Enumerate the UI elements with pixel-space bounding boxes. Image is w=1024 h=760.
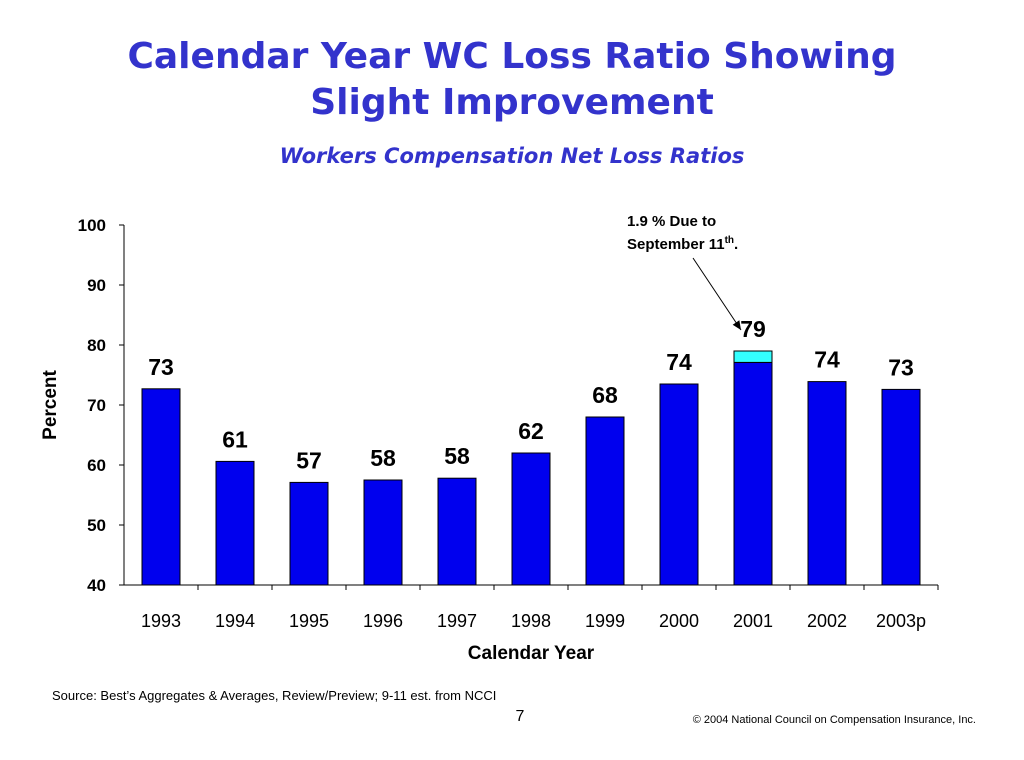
slide-title: Calendar Year WC Loss Ratio Showing Slig… (0, 34, 1024, 126)
y-tick-label-50: 50 (87, 516, 106, 535)
x-tick-label-1998: 1998 (511, 611, 551, 631)
x-tick-label-2002: 2002 (807, 611, 847, 631)
page-number: 7 (515, 708, 525, 725)
annotation-line-1: 1.9 % Due to (627, 213, 716, 230)
data-label-1997: 58 (444, 443, 470, 469)
data-label-1993: 73 (148, 354, 174, 380)
bar-1993 (141, 388, 181, 586)
data-label-1998: 62 (518, 418, 544, 444)
slide-title-line-1: Calendar Year WC Loss Ratio Showing (127, 36, 897, 77)
bar-2003p (881, 388, 921, 586)
x-tick-label-1997: 1997 (437, 611, 477, 631)
y-tick-label-40: 40 (87, 576, 106, 595)
data-label-2002: 74 (814, 347, 840, 373)
bar-1995 (289, 481, 329, 586)
x-tick-label-1999: 1999 (585, 611, 625, 631)
y-tick-label-60: 60 (87, 456, 106, 475)
data-label-2003p: 73 (888, 354, 914, 380)
bar-2000 (659, 383, 699, 586)
annotation-arrow-head (732, 320, 741, 330)
bar-2002 (807, 381, 847, 586)
bar-1997 (437, 477, 477, 586)
data-label-2001: 79 (740, 316, 766, 342)
x-tick-label-1995: 1995 (289, 611, 329, 631)
x-tick-label-1996: 1996 (363, 611, 403, 631)
bar-1996 (363, 479, 403, 586)
copyright-note: © 2004 National Council on Compensation … (692, 714, 976, 726)
x-tick-label-1993: 1993 (141, 611, 181, 631)
slide-title-line-2: Slight Improvement (310, 82, 714, 123)
x-axis-title: Calendar Year (468, 643, 595, 664)
bar-1998 (511, 452, 551, 586)
x-tick-label-2003p: 2003p (876, 611, 926, 631)
x-tick-label-2000: 2000 (659, 611, 699, 631)
y-axis-title: Percent (40, 369, 61, 439)
data-label-1995: 57 (296, 447, 322, 473)
y-tick-label-90: 90 (87, 276, 106, 295)
x-tick-label-2001: 2001 (733, 611, 773, 631)
x-tick-label-1994: 1994 (215, 611, 255, 631)
annotation-line-2: September 11th. (627, 235, 738, 253)
bar-2001 (733, 361, 773, 586)
chart-subtitle: Workers Compensation Net Loss Ratios (279, 144, 745, 168)
source-note: Source: Best’s Aggregates & Averages, Re… (52, 688, 497, 703)
data-label-1996: 58 (370, 445, 396, 471)
data-label-1994: 61 (222, 426, 248, 452)
y-tick-label-80: 80 (87, 336, 106, 355)
data-label-1999: 68 (592, 382, 618, 408)
y-tick-label-100: 100 (78, 216, 106, 235)
data-label-2000: 74 (666, 349, 692, 375)
bar-2001-segment-1 (733, 350, 773, 363)
annotation-arrow-line (692, 257, 742, 331)
bar-1999 (585, 416, 625, 586)
y-tick-label-70: 70 (87, 396, 106, 415)
bar-1994 (215, 460, 255, 586)
